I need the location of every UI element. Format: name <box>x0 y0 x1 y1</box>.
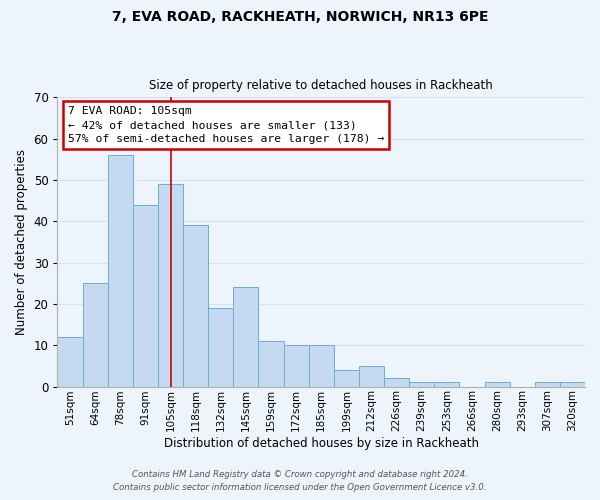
Text: 7, EVA ROAD, RACKHEATH, NORWICH, NR13 6PE: 7, EVA ROAD, RACKHEATH, NORWICH, NR13 6P… <box>112 10 488 24</box>
Text: Contains HM Land Registry data © Crown copyright and database right 2024.
Contai: Contains HM Land Registry data © Crown c… <box>113 470 487 492</box>
X-axis label: Distribution of detached houses by size in Rackheath: Distribution of detached houses by size … <box>164 437 479 450</box>
Bar <box>334 370 359 386</box>
Bar <box>359 366 384 386</box>
Bar <box>183 226 208 386</box>
Bar <box>233 288 259 386</box>
Bar <box>58 337 83 386</box>
Bar <box>83 284 108 387</box>
Bar <box>108 155 133 386</box>
Text: 7 EVA ROAD: 105sqm
← 42% of detached houses are smaller (133)
57% of semi-detach: 7 EVA ROAD: 105sqm ← 42% of detached hou… <box>68 106 384 144</box>
Bar <box>259 341 284 386</box>
Bar <box>133 205 158 386</box>
Bar <box>485 382 509 386</box>
Bar <box>308 345 334 387</box>
Bar <box>158 184 183 386</box>
Bar <box>535 382 560 386</box>
Title: Size of property relative to detached houses in Rackheath: Size of property relative to detached ho… <box>149 79 493 92</box>
Bar <box>434 382 460 386</box>
Bar <box>208 308 233 386</box>
Bar <box>409 382 434 386</box>
Bar <box>560 382 585 386</box>
Y-axis label: Number of detached properties: Number of detached properties <box>15 149 28 335</box>
Bar <box>284 345 308 387</box>
Bar <box>384 378 409 386</box>
